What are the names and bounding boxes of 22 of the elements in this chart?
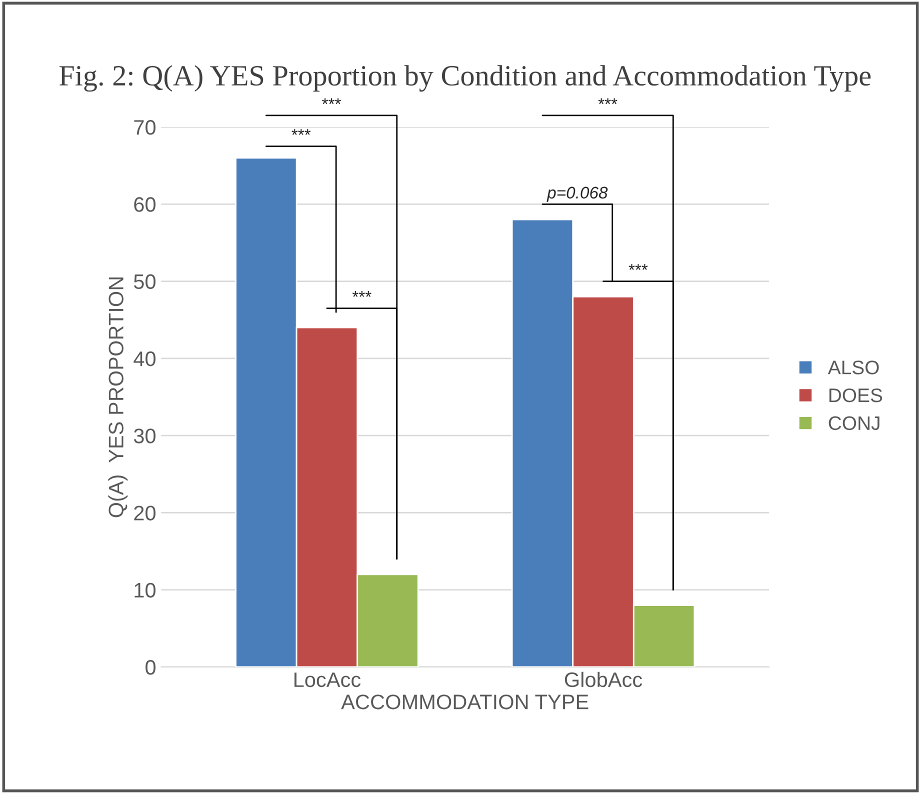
x-axis-title: ACCOMMODATION TYPE bbox=[341, 694, 588, 710]
annotation: *** bbox=[292, 129, 311, 135]
legend-label: CONJ bbox=[828, 416, 880, 430]
annotation: p=0.068 bbox=[546, 186, 608, 202]
annotation: *** bbox=[352, 291, 372, 297]
y-tick-label: 10 bbox=[134, 582, 156, 598]
y-tick-label: 40 bbox=[134, 351, 156, 366]
x-tick-label: GlobAcc bbox=[564, 672, 642, 688]
legend-label: ALSO bbox=[828, 360, 879, 374]
y-tick-label: 70 bbox=[134, 120, 156, 135]
y-tick-label: 60 bbox=[134, 197, 156, 212]
text: *** bbox=[322, 98, 341, 104]
y-tick-label: 20 bbox=[134, 506, 156, 520]
y-tick-label: 50 bbox=[134, 274, 156, 290]
annotation: *** bbox=[628, 264, 648, 270]
chart-title: Fig. 2: Q(A) YES Proportion by Condition and Accommodation Type bbox=[59, 65, 871, 92]
y-tick-label: 30 bbox=[134, 428, 156, 444]
text: *** bbox=[598, 98, 618, 104]
legend-label: DOES bbox=[829, 388, 882, 402]
x-tick-label: LocAcc bbox=[294, 672, 361, 688]
y-axis-title: Q(A) YES PROPORTION bbox=[108, 278, 128, 518]
y-tick-label: 0 bbox=[146, 660, 156, 675]
